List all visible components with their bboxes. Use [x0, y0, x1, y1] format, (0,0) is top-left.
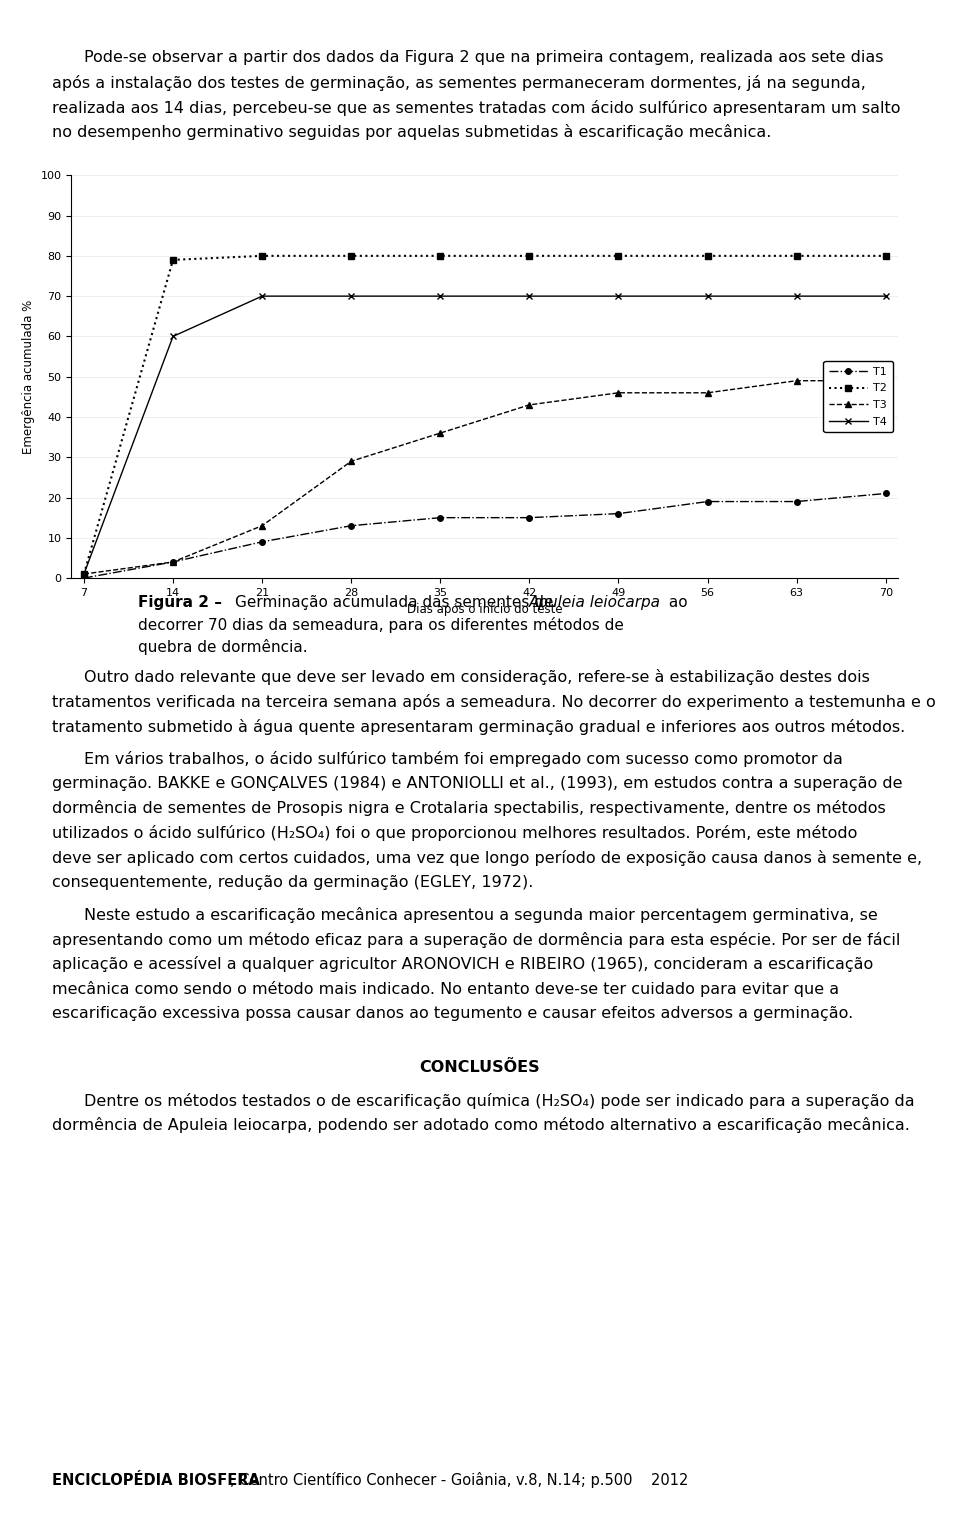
Text: quebra de dormência.: quebra de dormência. [137, 639, 307, 656]
Text: Figura 2 –: Figura 2 – [137, 595, 227, 609]
Text: tratamento submetido à água quente apresentaram germinação gradual e inferiores : tratamento submetido à água quente apres… [52, 718, 905, 735]
T1 [880, 485, 892, 503]
T4 [880, 287, 892, 305]
T4 [523, 287, 535, 305]
T1 [346, 516, 357, 535]
Line: T1: T1 [82, 491, 888, 580]
Text: ENCICLOPÉDIA BIOSFERA: ENCICLOPÉDIA BIOSFERA [52, 1473, 260, 1489]
T1 [167, 553, 179, 571]
T1 [702, 492, 713, 510]
Text: Em vários trabalhos, o ácido sulfúrico também foi empregado com sucesso como pro: Em vários trabalhos, o ácido sulfúrico t… [84, 750, 843, 767]
T4 [346, 287, 357, 305]
Text: dormência de Apuleia leiocarpa, podendo ser adotado como método alternativo a es: dormência de Apuleia leiocarpa, podendo … [52, 1118, 910, 1133]
T2 [880, 246, 892, 264]
Text: escarificação excessiva possa causar danos ao tegumento e causar efeitos adverso: escarificação excessiva possa causar dan… [52, 1006, 853, 1021]
T3 [167, 553, 179, 571]
T2 [702, 246, 713, 264]
Line: T3: T3 [81, 378, 889, 577]
T3 [791, 372, 803, 390]
Text: consequentemente, redução da germinação (EGLEY, 1972).: consequentemente, redução da germinação … [52, 875, 534, 890]
Text: utilizados o ácido sulfúrico (H₂SO₄) foi o que proporcionou melhores resultados.: utilizados o ácido sulfúrico (H₂SO₄) foi… [52, 825, 857, 842]
T4 [791, 287, 803, 305]
T2 [523, 246, 535, 264]
X-axis label: Dias após o início do teste: Dias após o início do teste [407, 603, 563, 617]
T4 [612, 287, 624, 305]
T3 [612, 384, 624, 403]
Text: decorrer 70 dias da semeadura, para os diferentes métodos de: decorrer 70 dias da semeadura, para os d… [137, 617, 623, 633]
T3 [523, 396, 535, 415]
Text: no desempenho germinativo seguidas por aquelas submetidas à escarificação mecâni: no desempenho germinativo seguidas por a… [52, 125, 772, 140]
Text: CONCLUSÕES: CONCLUSÕES [420, 1060, 540, 1075]
Text: Dentre os métodos testados o de escarificação química (H₂SO₄) pode ser indicado : Dentre os métodos testados o de escarifi… [84, 1092, 915, 1109]
Text: após a instalação dos testes de germinação, as sementes permaneceram dormentes, : após a instalação dos testes de germinaç… [52, 74, 866, 91]
T1 [78, 570, 89, 588]
T1 [523, 509, 535, 527]
Text: deve ser aplicado com certos cuidados, uma vez que longo período de exposição ca: deve ser aplicado com certos cuidados, u… [52, 851, 923, 866]
T1 [791, 492, 803, 510]
Text: Apuleia leiocarpa: Apuleia leiocarpa [529, 595, 661, 609]
T3 [78, 565, 89, 583]
T2 [791, 246, 803, 264]
T2 [435, 246, 446, 264]
Text: aplicação e acessível a qualquer agricultor ARONOVICH e RIBEIRO (1965), concider: aplicação e acessível a qualquer agricul… [52, 957, 874, 972]
T4 [702, 287, 713, 305]
T3 [346, 453, 357, 471]
Text: apresentando como um método eficaz para a superação de dormência para esta espéc: apresentando como um método eficaz para … [52, 931, 900, 948]
Text: dormência de sementes de Prosopis nigra e Crotalaria spectabilis, respectivament: dormência de sementes de Prosopis nigra … [52, 801, 886, 816]
Text: tratamentos verificada na terceira semana após a semeadura. No decorrer do exper: tratamentos verificada na terceira seman… [52, 694, 936, 709]
T4 [435, 287, 446, 305]
T2 [167, 251, 179, 269]
T4 [256, 287, 268, 305]
Y-axis label: Emergência acumulada %: Emergência acumulada % [22, 299, 35, 454]
Legend: T1, T2, T3, T4: T1, T2, T3, T4 [824, 362, 893, 433]
Text: Germinação acumulada das sementes de: Germinação acumulada das sementes de [235, 595, 559, 609]
Line: T2: T2 [81, 252, 889, 577]
Text: realizada aos 14 dias, percebeu-se que as sementes tratadas com ácido sulfúrico : realizada aos 14 dias, percebeu-se que a… [52, 100, 900, 115]
T2 [78, 565, 89, 583]
T2 [612, 246, 624, 264]
T4 [167, 327, 179, 345]
T3 [256, 516, 268, 535]
T2 [256, 246, 268, 264]
T3 [880, 372, 892, 390]
T3 [435, 424, 446, 442]
T4 [78, 565, 89, 583]
T3 [702, 384, 713, 403]
Text: , Centro Científico Conhecer - Goiânia, v.8, N.14; p.500    2012: , Centro Científico Conhecer - Goiânia, … [229, 1472, 688, 1489]
T1 [612, 504, 624, 523]
Text: Pode-se observar a partir dos dados da Figura 2 que na primeira contagem, realiz: Pode-se observar a partir dos dados da F… [84, 50, 883, 65]
T1 [435, 509, 446, 527]
Line: T4: T4 [81, 293, 889, 577]
Text: Neste estudo a escarificação mecânica apresentou a segunda maior percentagem ger: Neste estudo a escarificação mecânica ap… [84, 907, 877, 924]
Text: mecânica como sendo o método mais indicado. No entanto deve-se ter cuidado para : mecânica como sendo o método mais indica… [52, 981, 839, 996]
T2 [346, 246, 357, 264]
Text: Outro dado relevante que deve ser levado em consideração, refere-se à estabiliza: Outro dado relevante que deve ser levado… [84, 670, 870, 685]
T1 [256, 533, 268, 551]
Text: ao: ao [664, 595, 687, 609]
Text: germinação. BAKKE e GONÇALVES (1984) e ANTONIOLLI et al., (1993), em estudos con: germinação. BAKKE e GONÇALVES (1984) e A… [52, 776, 902, 790]
